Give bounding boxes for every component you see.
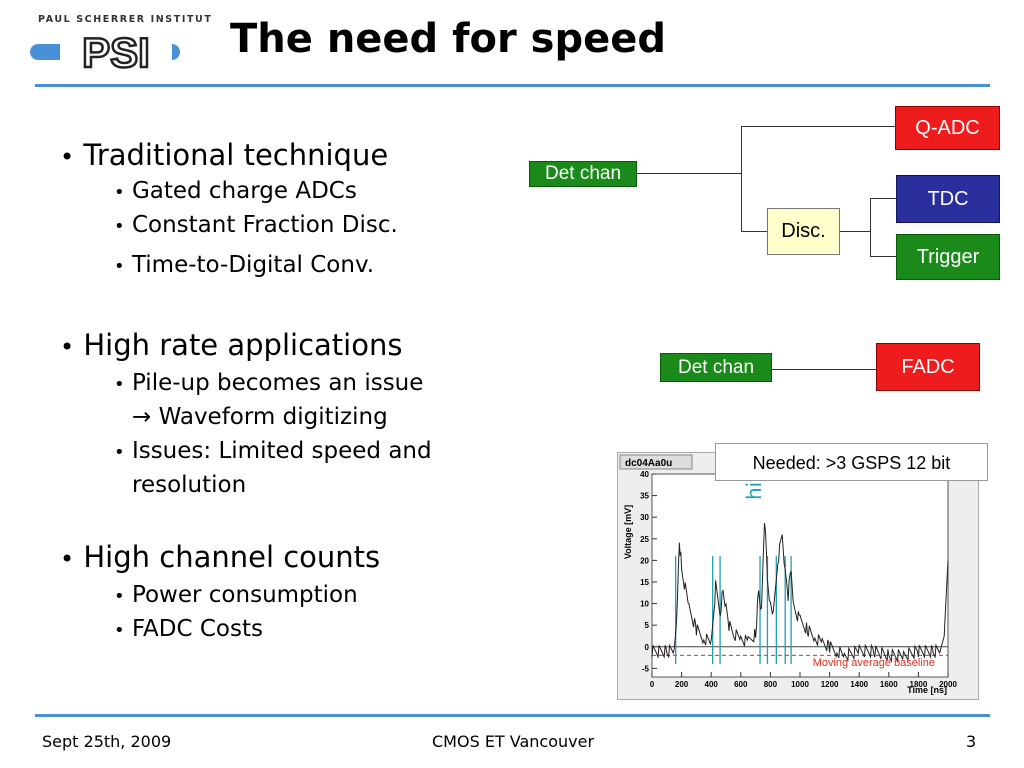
sub-bullet: • Pile-up becomes an issue [114,370,424,396]
y-tick-label: 5 [645,621,650,630]
x-tick-label: 200 [675,680,689,689]
footer-event: CMOS ET Vancouver [432,732,595,751]
y-tick-label: 15 [640,578,649,587]
sub-bullet: • Power consumption [114,582,358,608]
sub-bullet: • Time-to-Digital Conv. [114,252,375,278]
footer-rule [35,714,990,717]
x-tick-label: 1200 [821,680,839,689]
slide-title: The need for speed [230,16,666,62]
x-tick-label: 400 [705,680,719,689]
x-tick-label: 600 [734,680,748,689]
sub-bullet: • Gated charge ADCs [114,178,357,204]
waveform-plot: dc04Aa0u Voltage [mV] Time [ns] -5051015… [619,454,957,695]
y-tick-label: 20 [640,556,649,565]
x-tick-label: 800 [764,680,778,689]
trigger-box: Trigger [896,234,1000,280]
connector-line [741,126,895,127]
psi-logo: PSI [30,30,180,74]
q-adc-box: Q-ADC [895,106,1000,150]
fadc-box: FADC [876,343,980,391]
tdc-box: TDC [896,175,1000,223]
x-axis-label: Time [ns] [907,685,947,695]
y-tick-label: 35 [640,492,649,501]
sub-bullet-continuation: → Waveform digitizing [132,404,388,430]
disc-box: Disc. [767,208,840,255]
y-tick-label: 25 [640,535,649,544]
bullet-traditional: • Traditional technique [60,138,389,172]
bullet-high-rate: • High rate applications [60,328,403,362]
x-tick-label: 1800 [910,680,928,689]
y-axis-label: Voltage [mV] [623,505,633,559]
det-chan-box-2: Det chan [660,353,772,382]
x-tick-label: 0 [650,680,655,689]
connector-line [741,231,767,232]
waveform-trace [651,522,949,664]
connector-line [741,126,742,232]
institute-name: PAUL SCHERRER INSTITUT [38,14,213,25]
sub-bullet-continuation: resolution [132,472,247,498]
connector-line [870,198,871,256]
header-rule [35,84,990,87]
y-tick-label: 40 [640,470,649,479]
x-tick-label: 2000 [939,680,957,689]
footer-date: Sept 25th, 2009 [42,732,172,751]
connector-line [840,231,870,232]
connector-line [870,198,896,199]
slide-number: 3 [966,732,977,751]
x-tick-label: 1000 [791,680,809,689]
y-tick-label: 0 [645,643,650,652]
plot-tab-label: dc04Aa0u [625,458,672,469]
x-tick-label: 1600 [880,680,898,689]
connector-line [636,173,742,174]
det-chan-box: Det chan [529,161,637,187]
y-tick-label: -5 [642,664,650,673]
sub-bullet: • Issues: Limited speed and [114,438,432,464]
y-tick-label: 30 [640,513,649,522]
x-tick-label: 1400 [850,680,868,689]
y-tick-label: 10 [640,600,649,609]
connector-line [870,256,896,257]
needed-callout: Needed: >3 GSPS 12 bit [715,443,988,481]
sub-bullet: • Constant Fraction Disc. [114,212,398,238]
sub-bullet: • FADC Costs [114,616,263,642]
connector-line [772,369,876,370]
bullet-channel-counts: • High channel counts [60,540,381,574]
plot-area [651,473,949,678]
plot-tab [619,454,693,470]
logo-letters: PSI [82,30,150,74]
baseline-label: Moving average baseline [813,657,935,669]
